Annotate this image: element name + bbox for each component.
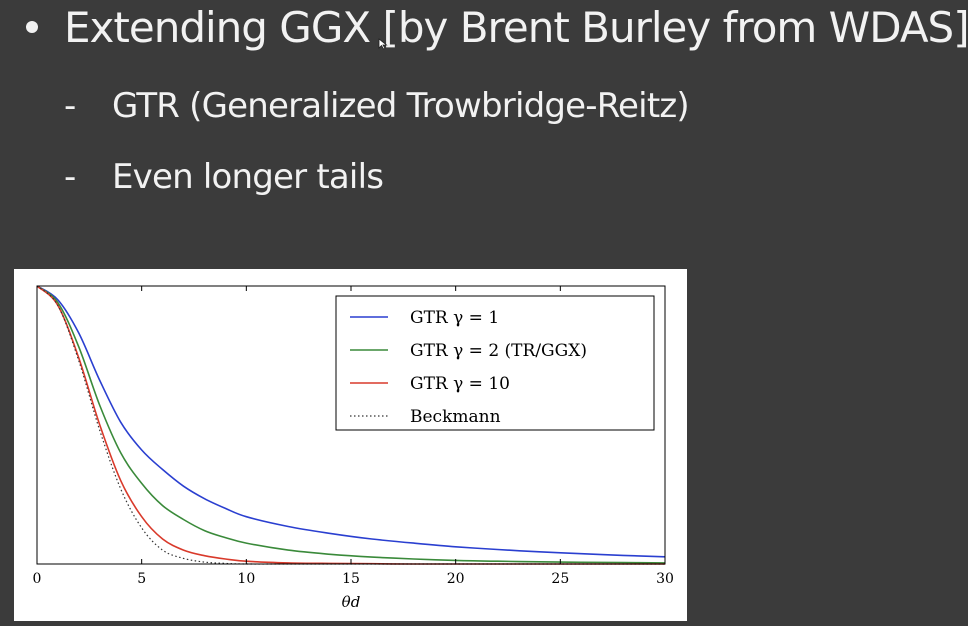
main-bullet: Extending GGX [by Brent Burley from WDAS…	[18, 2, 968, 54]
x-tick-label: 15	[342, 571, 360, 587]
tick-layer: 0 5 10 15 20 25 30	[33, 286, 674, 587]
sub-bullet-2-text: Even longer tails	[112, 157, 384, 197]
series-line-2	[36, 285, 666, 564]
series-line-4	[36, 285, 665, 565]
x-tick-label: 5	[137, 571, 146, 587]
main-bullet-text: Extending GGX [by Brent Burley from WDAS…	[64, 3, 968, 52]
sub-bullet-1: - GTR (Generalized Trowbridge-Reitz)	[64, 84, 690, 128]
chart-svg: 0 5 10 15 20 25 30 θd GTR γ = 1 GTR γ = 2 (TR/G…	[33, 285, 674, 611]
dash-icon: -	[64, 157, 76, 197]
x-axis-label: θd	[342, 593, 361, 611]
bullet-dot-icon	[26, 20, 38, 33]
mouse-pointer-icon	[378, 38, 388, 50]
dash-icon: -	[64, 86, 76, 126]
legend-box	[335, 295, 655, 431]
series-line-1	[36, 285, 666, 558]
legend-label-2: GTR γ = 2 (TR/GGX)	[410, 341, 587, 361]
x-tick-label: 0	[33, 571, 42, 587]
legend: GTR γ = 1 GTR γ = 2 (TR/GGX) GTR γ = 10 Bec…	[335, 295, 655, 431]
x-tick-label: 10	[237, 571, 255, 587]
x-tick-label: 25	[551, 571, 569, 587]
legend-label-1: GTR γ = 1	[410, 308, 499, 328]
chart-figure: 0 5 10 15 20 25 30 θd GTR γ = 1 GTR γ = 2 (TR/G…	[14, 269, 687, 621]
legend-label-3: GTR γ = 10	[410, 374, 510, 394]
sub-bullet-1-text: GTR (Generalized Trowbridge-Reitz)	[112, 86, 690, 126]
sub-bullet-2: - Even longer tails	[64, 155, 384, 199]
x-tick-label: 30	[656, 571, 674, 587]
legend-label-4: Beckmann	[410, 407, 501, 427]
x-tick-label: 20	[447, 571, 465, 587]
